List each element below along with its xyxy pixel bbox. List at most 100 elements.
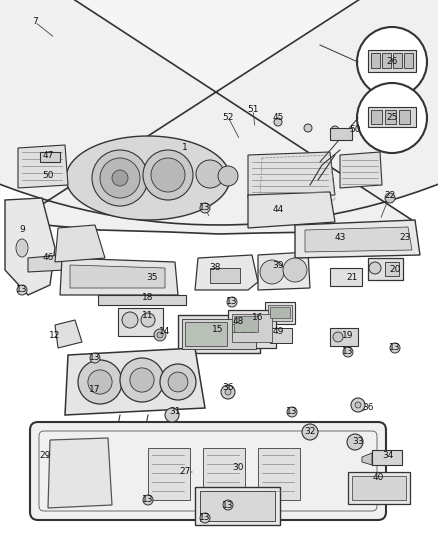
Polygon shape xyxy=(0,0,438,234)
Circle shape xyxy=(200,203,210,213)
Bar xyxy=(330,328,358,346)
Text: 48: 48 xyxy=(232,318,244,327)
Circle shape xyxy=(260,260,284,284)
Text: 30: 30 xyxy=(232,464,244,472)
Text: 51: 51 xyxy=(247,106,259,115)
Bar xyxy=(270,307,290,318)
Ellipse shape xyxy=(16,239,28,257)
Circle shape xyxy=(120,358,164,402)
Polygon shape xyxy=(5,198,55,295)
Polygon shape xyxy=(340,152,382,188)
Text: 32: 32 xyxy=(304,427,316,437)
Bar xyxy=(185,322,227,346)
Circle shape xyxy=(160,364,196,400)
Bar xyxy=(371,53,380,68)
Text: 52: 52 xyxy=(223,112,234,122)
Circle shape xyxy=(287,407,297,417)
Text: 39: 39 xyxy=(272,261,284,270)
Circle shape xyxy=(369,262,381,274)
Circle shape xyxy=(143,150,193,200)
Circle shape xyxy=(154,329,166,341)
Circle shape xyxy=(227,297,237,307)
Polygon shape xyxy=(70,265,165,288)
Circle shape xyxy=(347,434,363,450)
Bar xyxy=(368,50,416,72)
Text: 36: 36 xyxy=(362,403,374,413)
Text: 11: 11 xyxy=(142,311,154,319)
Circle shape xyxy=(351,398,365,412)
Text: 9: 9 xyxy=(19,225,25,235)
Bar xyxy=(399,110,410,124)
Bar xyxy=(382,53,391,68)
Text: 26: 26 xyxy=(386,58,398,67)
Text: 13: 13 xyxy=(142,496,154,505)
Bar xyxy=(234,316,258,332)
Polygon shape xyxy=(305,227,412,252)
Polygon shape xyxy=(18,145,68,188)
Bar xyxy=(248,324,254,332)
Bar xyxy=(348,472,410,504)
Circle shape xyxy=(343,347,353,357)
Polygon shape xyxy=(378,15,435,58)
Polygon shape xyxy=(258,252,310,290)
Text: 49: 49 xyxy=(272,327,284,336)
Text: 44: 44 xyxy=(272,206,284,214)
Circle shape xyxy=(225,389,231,395)
Text: 45: 45 xyxy=(272,112,284,122)
Polygon shape xyxy=(65,348,205,415)
Circle shape xyxy=(196,160,224,188)
Bar xyxy=(385,262,399,276)
Circle shape xyxy=(357,27,427,97)
Bar xyxy=(265,302,295,324)
Bar xyxy=(258,448,300,500)
Text: 43: 43 xyxy=(334,233,346,243)
Text: 40: 40 xyxy=(372,473,384,482)
Circle shape xyxy=(168,372,188,392)
Circle shape xyxy=(100,158,140,198)
Polygon shape xyxy=(195,255,258,290)
Circle shape xyxy=(151,158,185,192)
Bar xyxy=(393,53,402,68)
Bar xyxy=(372,450,402,465)
Text: 21: 21 xyxy=(346,273,358,282)
Text: 22: 22 xyxy=(385,190,396,199)
Bar xyxy=(404,53,413,68)
Polygon shape xyxy=(60,258,178,295)
Text: 18: 18 xyxy=(142,294,154,303)
Polygon shape xyxy=(28,255,65,272)
Text: 17: 17 xyxy=(89,385,101,394)
Circle shape xyxy=(390,343,400,353)
Text: 36: 36 xyxy=(222,384,234,392)
Circle shape xyxy=(17,285,27,295)
Polygon shape xyxy=(2,38,58,95)
Text: 46: 46 xyxy=(42,254,54,262)
Text: 35: 35 xyxy=(146,273,158,282)
Text: 25: 25 xyxy=(386,114,398,123)
Bar xyxy=(228,310,276,348)
Text: 20: 20 xyxy=(389,265,401,274)
Text: 13: 13 xyxy=(199,513,211,522)
Polygon shape xyxy=(48,438,112,508)
Text: 19: 19 xyxy=(342,330,354,340)
Text: 15: 15 xyxy=(212,326,224,335)
Circle shape xyxy=(385,193,395,203)
Circle shape xyxy=(302,424,318,440)
Circle shape xyxy=(283,258,307,282)
Bar xyxy=(178,315,260,353)
Text: 50: 50 xyxy=(42,171,54,180)
Bar xyxy=(118,308,163,336)
Bar xyxy=(40,152,60,162)
Text: 13: 13 xyxy=(199,204,211,213)
Bar xyxy=(203,448,245,500)
Bar xyxy=(232,314,272,342)
Circle shape xyxy=(78,360,122,404)
Text: 47: 47 xyxy=(42,150,54,159)
Bar xyxy=(182,319,256,349)
Bar xyxy=(200,491,275,521)
Text: 33: 33 xyxy=(352,438,364,447)
Polygon shape xyxy=(55,225,105,262)
Circle shape xyxy=(141,313,155,327)
Bar xyxy=(195,487,280,525)
Text: 1: 1 xyxy=(182,143,188,152)
Text: 27: 27 xyxy=(179,467,191,477)
